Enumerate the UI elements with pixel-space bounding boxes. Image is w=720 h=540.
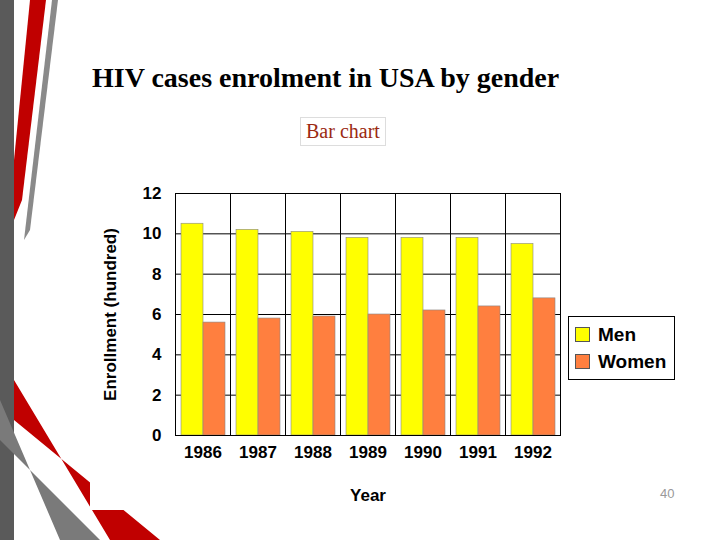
svg-text:12: 12	[143, 184, 162, 203]
html-text:HIV cases enrolment in USA by: HIV cases enrolment in USA by gender	[92, 62, 560, 93]
svg-text:1991: 1991	[459, 443, 497, 462]
svg-text:Year: Year	[350, 486, 386, 505]
svg-text:1988: 1988	[294, 443, 332, 462]
svg-text:10: 10	[143, 224, 162, 243]
html-text:40: 40	[660, 486, 675, 501]
svg-text:1990: 1990	[404, 443, 442, 462]
svg-text:8: 8	[152, 265, 161, 284]
svg-text:6: 6	[152, 305, 161, 324]
html-text:Men: Men	[598, 323, 636, 345]
svg-text:Enrollment (hundred): Enrollment (hundred)	[101, 228, 120, 401]
svg-text:0: 0	[152, 426, 161, 445]
svg-text:2: 2	[152, 386, 161, 405]
svg-text:1987: 1987	[239, 443, 277, 462]
html-text:Women: Women	[598, 350, 667, 372]
svg-text:1989: 1989	[349, 443, 387, 462]
svg-text:1986: 1986	[184, 443, 222, 462]
svg-text:4: 4	[152, 345, 162, 364]
html-text:Bar chart: Bar chart	[306, 120, 380, 142]
svg-text:1992: 1992	[514, 443, 552, 462]
